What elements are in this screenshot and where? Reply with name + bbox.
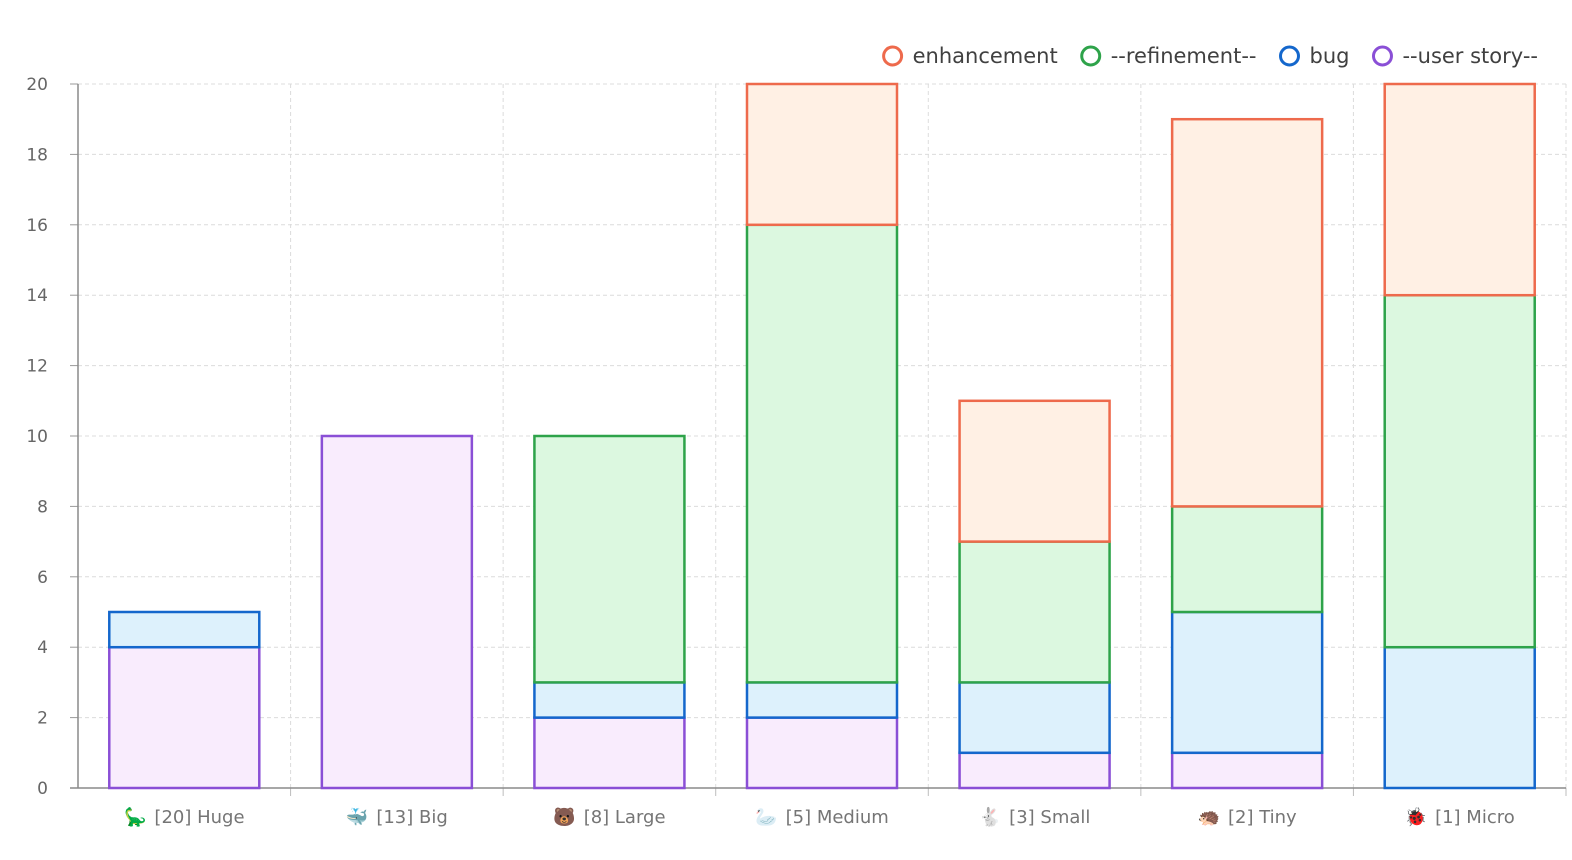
y-tick-label-16: 16 bbox=[26, 216, 48, 236]
legend-label-3: bug bbox=[1310, 44, 1350, 68]
x-category-text-3: [8] Large bbox=[584, 807, 666, 828]
legend-item-2[interactable]: --refinement-- bbox=[1080, 44, 1257, 68]
bar-segment-5-3[interactable] bbox=[958, 540, 1111, 684]
x-category-text-5: [3] Small bbox=[1009, 807, 1090, 828]
bear-icon: 🐻 bbox=[553, 806, 575, 828]
bar-segment-5-2[interactable] bbox=[958, 681, 1111, 755]
chart-legend[interactable]: --user story-- bug --refinement-- enhanceme… bbox=[882, 44, 1538, 68]
legend-swatch-1 bbox=[882, 45, 904, 67]
y-tick-label-4: 4 bbox=[37, 638, 48, 658]
x-category-label-7: 🐞 [1] Micro bbox=[1405, 806, 1515, 828]
rabbit-icon: 🐇 bbox=[979, 806, 1001, 828]
hedgehog-icon: 🦔 bbox=[1198, 807, 1220, 828]
y-tick-label-20: 20 bbox=[26, 75, 48, 95]
legend-label-2: --refinement-- bbox=[1111, 44, 1257, 68]
x-category-label-6: 🦔 [2] Tiny bbox=[1198, 807, 1297, 828]
x-category-label-1: 🦕 [20] Huge bbox=[124, 806, 245, 828]
bar-segment-4-2[interactable] bbox=[745, 681, 899, 719]
y-tick-label-2: 2 bbox=[37, 709, 48, 729]
legend-swatch-3 bbox=[1279, 45, 1300, 67]
x-category-text-6: [2] Tiny bbox=[1228, 807, 1297, 828]
legend-item-1[interactable]: enhancement bbox=[882, 44, 1058, 68]
x-category-text-4: [5] Medium bbox=[786, 807, 889, 828]
y-tick-label-0: 0 bbox=[37, 779, 48, 799]
chart-bars bbox=[108, 82, 1536, 790]
ladybug-icon: 🐞 bbox=[1405, 806, 1427, 828]
bar-segment-7-3[interactable] bbox=[1383, 293, 1536, 649]
y-tick-label-10: 10 bbox=[26, 427, 48, 447]
legend-item-3[interactable]: bug bbox=[1279, 44, 1350, 68]
x-category-label-2: 🐳 [13] Big bbox=[346, 807, 448, 828]
legend-swatch-2 bbox=[1080, 45, 1102, 67]
bar-segment-6-2[interactable] bbox=[1170, 610, 1324, 755]
y-tick-label-14: 14 bbox=[26, 286, 48, 306]
bar-segment-7-2[interactable] bbox=[1383, 645, 1536, 790]
y-tick-label-18: 18 bbox=[26, 145, 48, 165]
bar-segment-5-1[interactable] bbox=[958, 751, 1111, 790]
legend-label-1: enhancement bbox=[913, 44, 1058, 68]
bar-segment-5-4[interactable] bbox=[958, 399, 1111, 543]
bar-segment-2-1[interactable] bbox=[320, 434, 474, 790]
legend-swatch-4 bbox=[1371, 45, 1393, 67]
bar-segment-6-4[interactable] bbox=[1170, 117, 1324, 508]
y-axis-ticks: 0 2 4 6 8 10 12 14 16 18 20 bbox=[26, 75, 48, 799]
x-category-label-3: 🐻 [8] Large bbox=[553, 806, 665, 828]
bar-segment-6-3[interactable] bbox=[1170, 505, 1324, 614]
x-category-label-5: 🐇 [3] Small bbox=[979, 806, 1091, 828]
legend-item-4[interactable]: --user story-- bbox=[1371, 44, 1538, 68]
swan-icon: 🦢 bbox=[755, 807, 777, 828]
x-category-text-1: [20] Huge bbox=[154, 807, 244, 828]
y-tick-label-6: 6 bbox=[37, 568, 48, 588]
bar-segment-3-1[interactable] bbox=[533, 716, 686, 790]
x-category-text-7: [1] Micro bbox=[1435, 807, 1515, 828]
bar-segment-3-2[interactable] bbox=[533, 681, 686, 719]
bar-segment-4-4[interactable] bbox=[745, 82, 899, 227]
y-tick-label-8: 8 bbox=[37, 497, 48, 517]
dinosaur-icon: 🦕 bbox=[124, 806, 146, 828]
bar-segment-4-1[interactable] bbox=[745, 716, 899, 790]
bar-segment-3-3[interactable] bbox=[533, 434, 686, 684]
x-axis-categories: 🦕 [20] Huge 🐳 [13] Big 🐻 [8] Large 🦢 [5] Medium… bbox=[124, 806, 1515, 828]
bar-segment-1-1[interactable] bbox=[108, 645, 261, 790]
legend-label-4: --user story-- bbox=[1402, 44, 1538, 68]
whale-icon: 🐳 bbox=[346, 807, 368, 828]
x-category-text-2: [13] Big bbox=[376, 807, 447, 828]
bar-segment-1-2[interactable] bbox=[108, 610, 261, 649]
bar-segment-7-4[interactable] bbox=[1383, 82, 1536, 297]
x-category-label-4: 🦢 [5] Medium bbox=[755, 807, 889, 828]
y-tick-label-12: 12 bbox=[26, 357, 48, 377]
bar-segment-4-3[interactable] bbox=[745, 223, 899, 684]
bar-segment-6-1[interactable] bbox=[1170, 751, 1324, 790]
